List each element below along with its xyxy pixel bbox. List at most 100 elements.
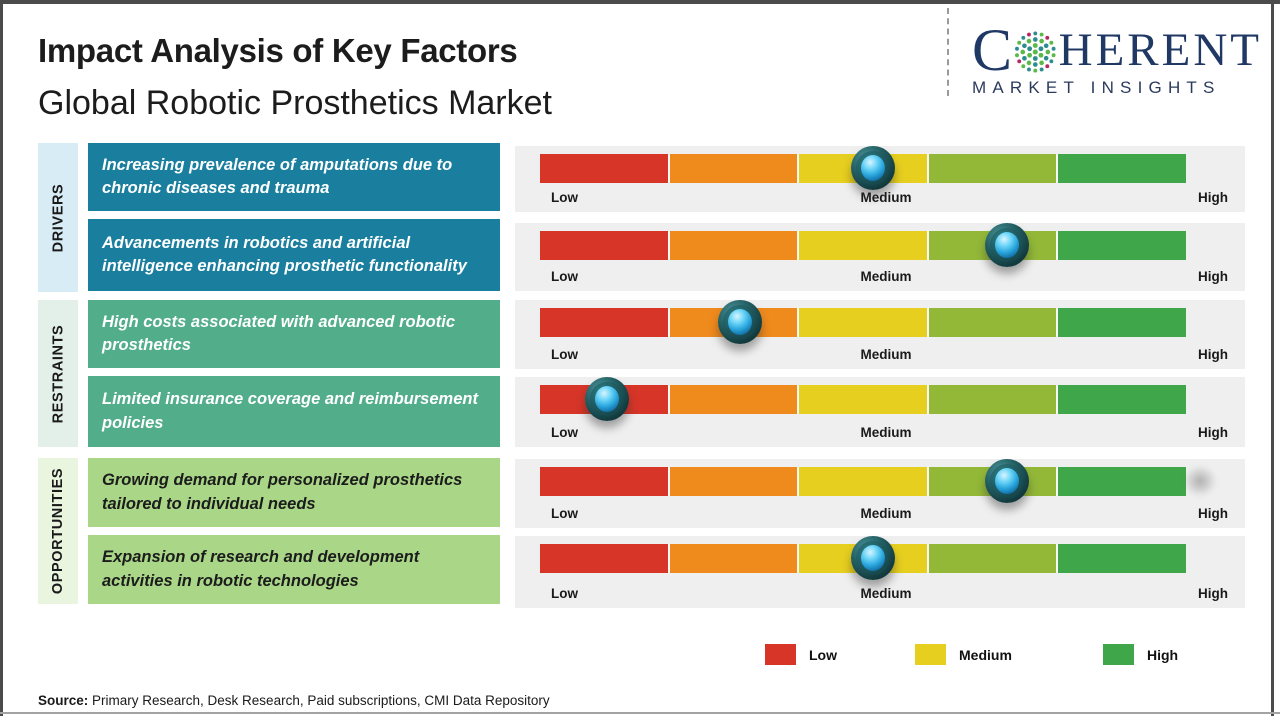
- factor-box-restraint-2: Limited insurance coverage and reimburse…: [88, 376, 500, 447]
- factor-text: Increasing prevalence of amputations due…: [102, 155, 453, 197]
- category-strip-drivers: DRIVERS: [38, 143, 78, 292]
- bottom-divider: [0, 712, 1280, 714]
- scale-label-high: High: [1198, 190, 1228, 205]
- impact-marker: [850, 146, 895, 190]
- impact-bar-segment: [540, 231, 668, 260]
- factor-box-opportunity-1: Growing demand for personalized prosthet…: [88, 458, 500, 527]
- scale-label-high: High: [1198, 506, 1228, 521]
- scale-label-low: Low: [551, 347, 578, 362]
- category-strip-restraints: RESTRAINTS: [38, 300, 78, 447]
- source-text: Primary Research, Desk Research, Paid su…: [88, 693, 550, 708]
- impact-bar-segment: [799, 385, 927, 414]
- category-label-drivers: DRIVERS: [50, 183, 67, 252]
- legend-label-low: Low: [809, 646, 837, 663]
- category-label-restraints: RESTRAINTS: [50, 324, 66, 423]
- scale-label-high: High: [1198, 269, 1228, 284]
- impact-marker: [985, 459, 1030, 503]
- impact-bar-track: [540, 536, 1186, 580]
- legend: Low Medium High: [765, 644, 1235, 668]
- impact-bar-segment: [540, 308, 668, 337]
- frame-border-left: [0, 0, 3, 716]
- impact-bar-segment: [928, 544, 1057, 573]
- logo-divider-dashed-line: [947, 8, 949, 96]
- legend-item-high: High: [1103, 644, 1178, 665]
- factor-text: Advancements in robotics and artificial …: [102, 233, 467, 275]
- impact-bar-segment: [1058, 544, 1186, 573]
- source-line: Source: Primary Research, Desk Research,…: [38, 693, 550, 708]
- factor-box-driver-2: Advancements in robotics and artificial …: [88, 219, 500, 291]
- impact-marker: [985, 223, 1030, 267]
- globe-dots-icon: [1015, 31, 1056, 73]
- factor-box-opportunity-2: Expansion of research and development ac…: [88, 535, 500, 604]
- impact-bar-segment: [799, 231, 927, 260]
- impact-bar-row: Low Medium High: [515, 377, 1245, 447]
- impact-bar-row: Low Medium High: [515, 300, 1245, 369]
- impact-bar-segment: [1058, 231, 1186, 260]
- impact-bar-track: [540, 223, 1186, 267]
- page-subtitle: Global Robotic Prosthetics Market: [38, 84, 552, 122]
- impact-bar-segment: [928, 154, 1057, 183]
- scale-label-low: Low: [551, 425, 578, 440]
- factor-text: High costs associated with advanced robo…: [102, 312, 456, 354]
- page-title: Impact Analysis of Key Factors: [38, 32, 518, 69]
- impact-bar-row: Low Medium High: [515, 223, 1245, 291]
- impact-bar-segment: [669, 385, 798, 414]
- source-prefix: Source:: [38, 693, 89, 708]
- bar-end-shadow: [1183, 465, 1217, 497]
- impact-bar-segment: [669, 154, 798, 183]
- legend-item-medium: Medium: [915, 644, 1012, 665]
- impact-bar-segment: [540, 467, 668, 496]
- impact-bar-segment: [799, 308, 927, 337]
- impact-bar-segment: [928, 385, 1057, 414]
- scale-label-low: Low: [551, 506, 578, 521]
- scale-label-medium: Medium: [860, 269, 912, 284]
- impact-bar-track: [540, 377, 1186, 421]
- impact-bar-row: Low Medium High: [515, 146, 1245, 212]
- scale-label-high: High: [1198, 347, 1228, 362]
- factor-text: Expansion of research and development ac…: [102, 548, 420, 590]
- impact-bar-segment: [540, 154, 668, 183]
- impact-bar-segment: [669, 544, 798, 573]
- logo-word-rest: HERENT: [1058, 24, 1262, 76]
- impact-bar-track: [540, 459, 1186, 503]
- legend-swatch-medium: [915, 644, 946, 665]
- factor-text: Growing demand for personalized prosthet…: [102, 471, 463, 513]
- factor-box-driver-1: Increasing prevalence of amputations due…: [88, 143, 500, 211]
- impact-bar-row: Low Medium High: [515, 459, 1245, 528]
- impact-bar-segment: [669, 467, 798, 496]
- logo-letter-c: C: [972, 17, 1013, 83]
- logo-wordmark: C HERENT: [972, 17, 1262, 83]
- impact-bar-track: [540, 300, 1186, 344]
- scale-label-low: Low: [551, 190, 578, 205]
- impact-bar-segment: [1058, 308, 1186, 337]
- impact-bar-segment: [669, 231, 798, 260]
- legend-label-medium: Medium: [959, 646, 1012, 663]
- impact-bar-segment: [1058, 467, 1186, 496]
- impact-bar-segment: [1058, 154, 1186, 183]
- impact-marker: [585, 377, 630, 421]
- logo-tagline: MARKET INSIGHTS: [972, 78, 1221, 97]
- impact-bar-segment: [540, 544, 668, 573]
- scale-label-low: Low: [551, 586, 578, 601]
- scale-label-medium: Medium: [860, 506, 912, 521]
- legend-swatch-high: [1103, 644, 1134, 665]
- category-strip-opportunities: OPPORTUNITIES: [38, 458, 78, 604]
- impact-bar-segment: [799, 467, 927, 496]
- scale-label-low: Low: [551, 269, 578, 284]
- scale-label-medium: Medium: [860, 425, 912, 440]
- scale-label-high: High: [1198, 586, 1228, 601]
- frame-border-right: [1271, 0, 1274, 716]
- impact-bar-segment: [1058, 385, 1186, 414]
- coherent-market-insights-logo: C HERENT MARKET INSIGHTS: [972, 17, 1262, 98]
- factor-text: Limited insurance coverage and reimburse…: [102, 390, 478, 432]
- scale-label-medium: Medium: [860, 347, 912, 362]
- scale-label-medium: Medium: [860, 190, 912, 205]
- legend-label-high: High: [1147, 646, 1179, 663]
- impact-marker: [850, 536, 895, 580]
- impact-bar-segment: [928, 308, 1057, 337]
- frame-border-top: [0, 0, 1280, 4]
- scale-label-high: High: [1198, 425, 1228, 440]
- impact-bar-track: [540, 146, 1186, 190]
- legend-item-low: Low: [765, 644, 837, 665]
